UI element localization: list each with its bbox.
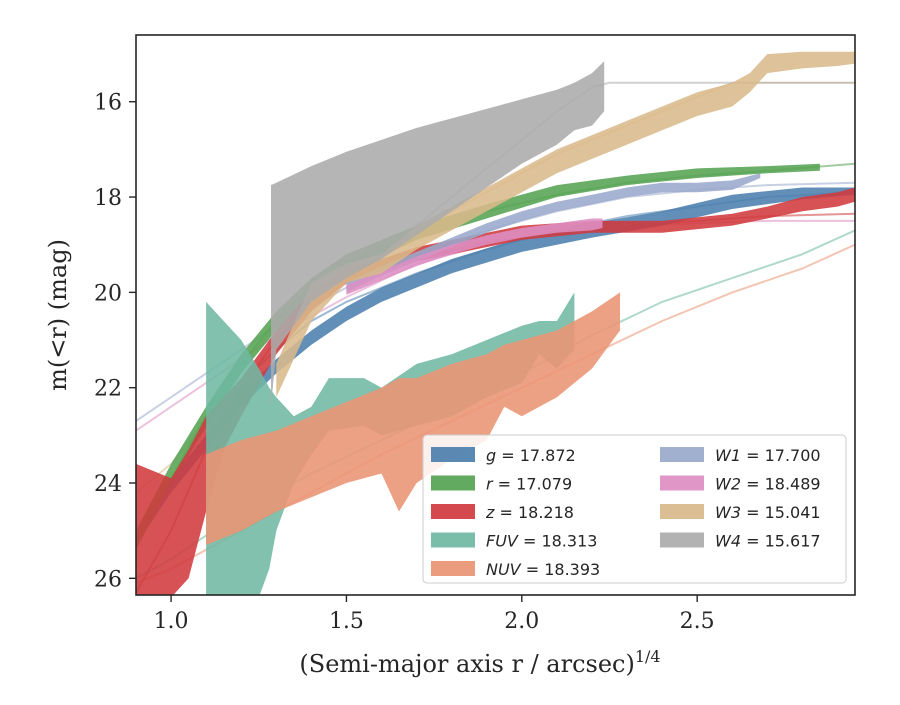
legend-box [422, 434, 847, 584]
y-tick-label: 24 [94, 472, 122, 497]
legend-label: r = 17.079 [486, 475, 572, 494]
legend-label: g = 17.872 [486, 446, 576, 465]
legend-swatch [660, 475, 704, 491]
plot-frame [135, 34, 856, 596]
legend-entry-z: z = 18.218 [431, 503, 574, 522]
y-tick-label: 22 [94, 377, 122, 402]
legend: g = 17.872 r = 17.079 z = 18.218 FUV = 18.3… [422, 434, 847, 584]
legend-label: z = 18.218 [485, 503, 574, 522]
legend-label: NUV = 18.393 [486, 560, 600, 579]
legend-entry-w2: W2 = 18.489 [660, 475, 821, 494]
legend-swatch [431, 447, 475, 462]
x-axis-label: (Semi-major axis r / arcsec)1/4 [299, 647, 660, 678]
legend-entry-w1: W1 = 17.700 [660, 446, 821, 465]
band-w1 [346, 173, 761, 293]
band-nuv [206, 292, 620, 545]
legend-swatch [431, 504, 475, 519]
y-tick-label: 20 [94, 281, 122, 306]
x-tick-label: 1.5 [329, 609, 364, 634]
legend-entry-w4: W4 = 15.617 [660, 532, 821, 551]
y-tick-label: 16 [94, 91, 122, 116]
legend-label: W2 = 18.489 [715, 475, 821, 494]
axis-ticks: 1.0 1.5 2.0 2.5 16 18 20 22 24 26 [94, 91, 715, 634]
x-axis-label-exponent: 1/4 [635, 647, 661, 666]
data-bands [136, 51, 855, 595]
legend-swatch [660, 532, 704, 548]
legend-swatch [431, 561, 475, 576]
band-w4 [271, 61, 605, 407]
y-tick-label: 18 [94, 186, 122, 211]
legend-swatch [431, 532, 475, 548]
legend-swatch [660, 447, 704, 462]
legend-label: FUV = 18.313 [486, 532, 597, 551]
legend-label: W3 = 15.041 [715, 503, 821, 522]
x-tick-label: 2.0 [504, 609, 539, 634]
y-tick-label: 26 [94, 567, 122, 592]
legend-entry-fuv: FUV = 18.313 [431, 532, 597, 551]
x-axis-label-text: (Semi-major axis r / arcsec) [299, 650, 634, 678]
legend-entry-nuv: NUV = 18.393 [431, 560, 600, 579]
legend-label: W1 = 17.700 [715, 446, 821, 465]
legend-entry-g: g = 17.872 [431, 446, 576, 465]
legend-label: W4 = 15.617 [715, 532, 821, 551]
legend-swatch [431, 475, 475, 491]
band-w2 [346, 218, 603, 295]
x-tick-label: 1.0 [154, 609, 189, 634]
legend-entry-w3: W3 = 15.041 [660, 503, 821, 522]
x-tick-label: 2.5 [680, 609, 715, 634]
legend-swatch [660, 504, 704, 519]
legend-entry-r: r = 17.079 [431, 475, 572, 494]
y-axis-label: m(<r) (mag) [44, 239, 72, 391]
